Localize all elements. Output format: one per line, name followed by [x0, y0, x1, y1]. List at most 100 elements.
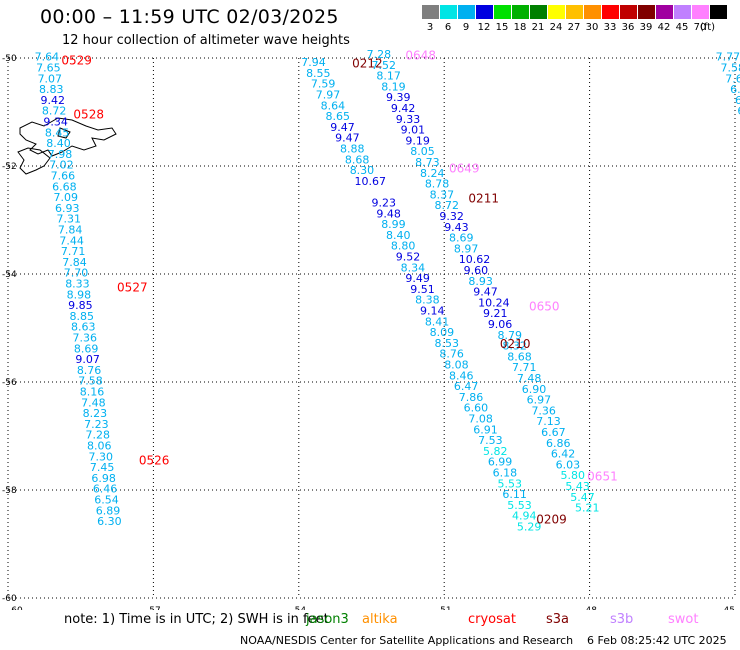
wave-height-value: 7.23 [84, 418, 109, 431]
wave-height-value: 7.09 [54, 191, 79, 204]
wave-height-value: 7.70 [64, 267, 88, 280]
scale-label: 27 [567, 22, 581, 33]
wave-height-value: 8.63 [71, 321, 96, 334]
wave-height-value: 7.64 [35, 51, 60, 64]
mission-label-s3a: s3a [546, 612, 570, 627]
scale-label: 30 [585, 22, 599, 33]
mission-label-swot: swot [668, 612, 699, 627]
wave-height-value: 9.85 [68, 299, 93, 312]
scale-label: 3 [426, 22, 434, 33]
wave-height-value: 7.13 [536, 415, 561, 428]
wave-height-map: 7.647.657.078.839.428.729.348.458.407.98… [2, 48, 740, 610]
wave-height-value: 8.98 [67, 288, 92, 301]
wave-height-value: 6.60 [464, 402, 489, 415]
wave-height-value: 9.47 [335, 132, 360, 145]
wave-height-value: 9.07 [75, 353, 100, 366]
wave-height-value: 8.65 [325, 110, 350, 123]
scale-swatch [440, 5, 457, 19]
wave-height-value: 5.29 [517, 521, 542, 534]
wave-height-value: 6.30 [97, 515, 122, 528]
wave-height-value: 9.51 [410, 283, 435, 296]
scale-label: 18 [513, 22, 527, 33]
wave-height-value: 8.40 [46, 137, 71, 150]
pass-time-label: 0528 [73, 108, 104, 122]
wave-height-value: 6.18 [493, 467, 517, 480]
wave-height-value: 8.16 [80, 386, 105, 399]
wave-height-value: 7.07 [38, 72, 63, 85]
pass-time-label: 0649 [449, 162, 480, 176]
lat-tick-label: -60 [2, 594, 17, 604]
wave-height-value: 5.82 [483, 445, 508, 458]
wave-height-value: 7.94 [301, 56, 326, 69]
scale-label: 36 [621, 22, 635, 33]
wave-height-value: 7.02 [49, 159, 74, 172]
wave-height-value: 9.23 [372, 197, 397, 210]
wave-height-value: 8.33 [65, 278, 90, 291]
wave-height-value: 8.80 [391, 240, 416, 253]
footer-note: note: 1) Time is in UTC; 2) SWH is in fe… [64, 612, 329, 627]
wave-height-value: 6.46 [93, 483, 118, 496]
wave-height-value: 6.86 [546, 437, 571, 450]
wave-height-value: 6.68 [52, 180, 77, 193]
wave-height-value: 8.53 [435, 337, 460, 350]
scale-swatch [494, 5, 511, 19]
wave-height-value: 8.30 [350, 164, 375, 177]
wave-height-value: 8.45 [45, 126, 70, 139]
wave-height-value: 5.53 [507, 499, 532, 512]
wave-height-value: 6.99 [488, 456, 513, 469]
wave-height-value: 9.39 [386, 91, 411, 104]
wave-height-value: 8.37 [430, 188, 455, 201]
scale-swatch [602, 5, 619, 19]
wave-height-value: 6.03 [556, 458, 581, 471]
pass-time-label: 0210 [500, 337, 531, 351]
lat-tick-label: -52 [2, 162, 17, 172]
wave-height-value: 9.34 [43, 116, 67, 129]
falkland-islands-coastline [17, 117, 117, 175]
wave-height-value: 6.54 [94, 494, 119, 507]
wave-height-value: 9.32 [439, 210, 464, 223]
scale-swatch [548, 5, 565, 19]
wave-height-value: 6.6 [730, 83, 740, 96]
wave-height-value: 8.76 [439, 348, 464, 361]
wave-height-value: 9.49 [405, 272, 430, 285]
wave-height-value: 6.89 [96, 504, 121, 517]
scale-label: 42 [657, 22, 671, 33]
wave-height-value: 9.47 [330, 121, 355, 134]
wave-height-value: 7.44 [59, 234, 83, 247]
wave-height-value: 8.46 [449, 369, 474, 382]
wave-height-value: 9.19 [405, 134, 430, 147]
wave-height-value: 9.01 [401, 124, 426, 137]
wave-height-value: 6.4 [737, 105, 740, 118]
wave-height-value: 6.93 [55, 202, 80, 215]
wave-height-value: 6.67 [541, 426, 566, 439]
scale-swatch [710, 5, 727, 19]
wave-height-value: 7.48 [81, 396, 106, 409]
wave-height-value: 8.34 [401, 261, 426, 274]
lat-tick-label: -58 [2, 486, 17, 496]
scale-swatch [584, 5, 601, 19]
wave-height-value: 8.06 [87, 440, 112, 453]
scale-swatch [458, 5, 475, 19]
pass-time-label: 0211 [468, 191, 499, 205]
wave-height-value: 6.90 [522, 383, 547, 396]
wave-height-value: 10.67 [355, 175, 387, 188]
wave-height-value: 8.85 [70, 310, 95, 323]
wave-height-value: 7.59 [311, 78, 336, 91]
page-subtitle: 12 hour collection of altimeter wave hei… [62, 33, 350, 48]
wave-height-value: 8.38 [415, 294, 440, 307]
wave-height-value: 8.79 [498, 329, 522, 342]
pass-time-label: 0209 [536, 513, 567, 527]
pass-time-label: 0529 [61, 54, 92, 68]
axis-labels: -60 -57 -54 -51 -48 -45 -50 -52 -54 -56 -58 -60 [2, 54, 735, 610]
wave-height-value: 9.21 [483, 307, 508, 320]
wave-height-value: 10.62 [459, 253, 491, 266]
wave-height-value: 6.11 [502, 488, 527, 501]
wave-height-value: 8.72 [42, 105, 67, 118]
wave-height-value: 7.77 [716, 51, 740, 64]
wave-height-value: 8.68 [345, 153, 370, 166]
lon-tick-label: -48 [582, 606, 597, 610]
wave-height-value: 5.43 [565, 480, 590, 493]
wave-height-value: 8.32 [502, 340, 527, 353]
wave-height-value: 7.60 [725, 72, 740, 85]
lat-tick-label: -50 [2, 54, 17, 64]
